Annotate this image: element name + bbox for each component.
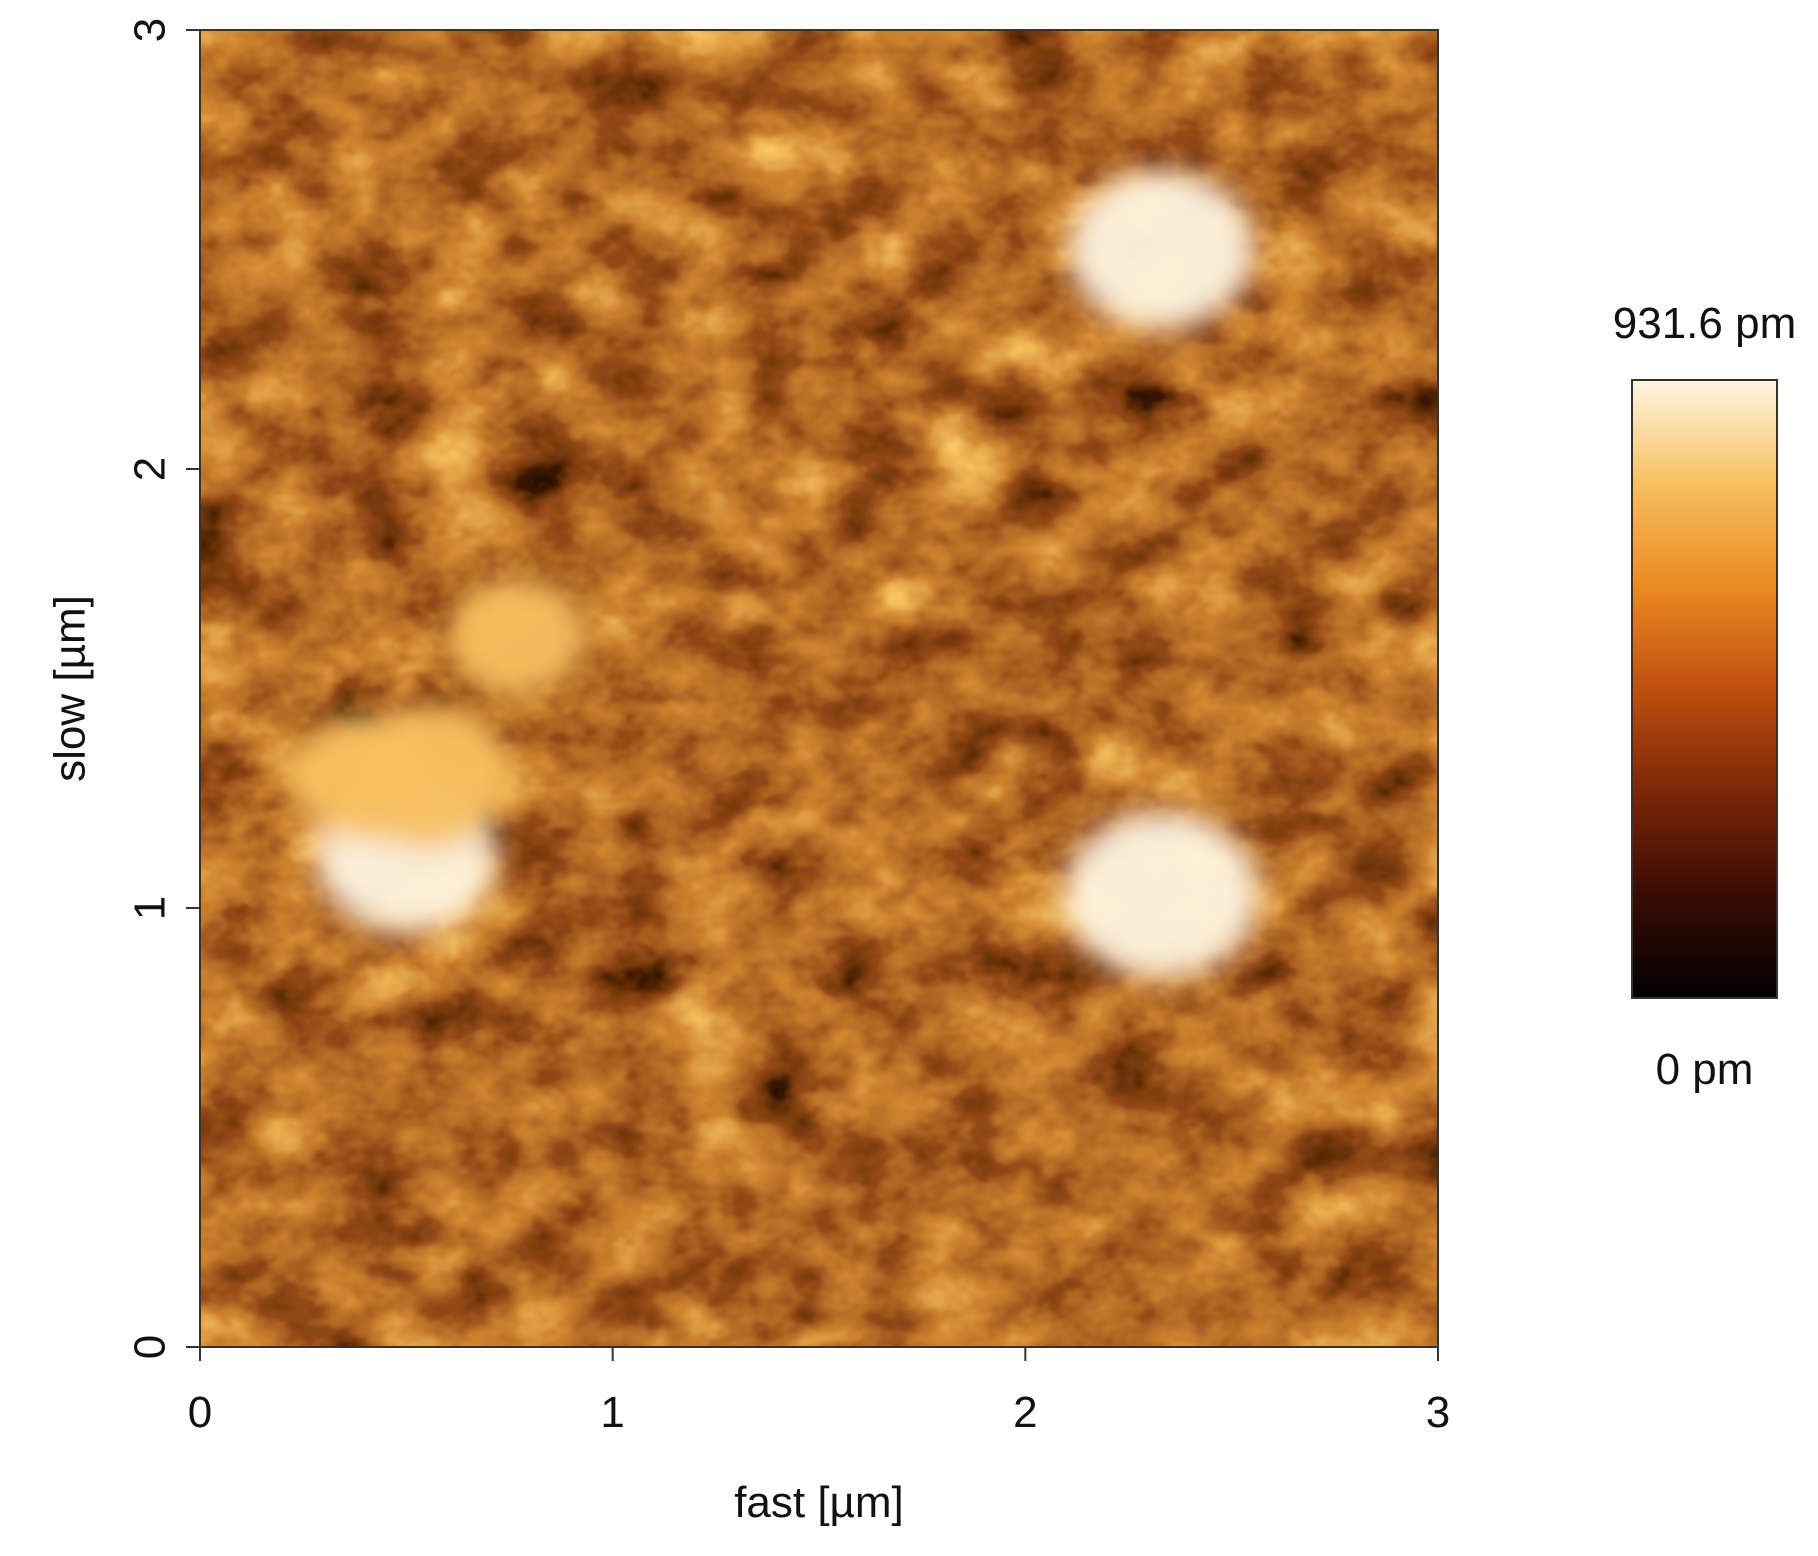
- bright-feature-6: [447, 576, 588, 696]
- x-tick-label-3: 3: [1426, 1388, 1450, 1437]
- height-map-texture: [200, 30, 1438, 1347]
- bright-feature-1: [1063, 811, 1260, 979]
- y-tick-label-2: 2: [126, 457, 175, 481]
- colorbar-max-label: 931.6 pm: [1613, 299, 1796, 348]
- x-tick-label-1: 1: [600, 1388, 624, 1437]
- colorbar: 931.6 pm 0 pm: [1613, 299, 1796, 1094]
- x-axis-label: fast [µm]: [734, 1478, 904, 1527]
- y-tick-label-3: 3: [126, 18, 175, 42]
- y-tick-label-0: 0: [126, 1335, 175, 1359]
- bright-features: [290, 170, 1260, 979]
- colorbar-gradient: [1631, 379, 1778, 999]
- afm-height-map: [200, 30, 1438, 1347]
- colorbar-min-label: 0 pm: [1656, 1045, 1754, 1094]
- y-axis: 0 1 2 3: [126, 18, 200, 1359]
- bright-feature-5: [1068, 170, 1255, 329]
- x-tick-label-0: 0: [188, 1388, 212, 1437]
- x-tick-label-2: 2: [1013, 1388, 1037, 1437]
- x-axis: 0 1 2 3: [188, 1347, 1450, 1437]
- bright-feature-4: [342, 704, 512, 849]
- plot-frame: [199, 29, 1439, 1348]
- y-axis-label: slow [µm]: [46, 595, 95, 782]
- y-tick-label-1: 1: [126, 896, 175, 920]
